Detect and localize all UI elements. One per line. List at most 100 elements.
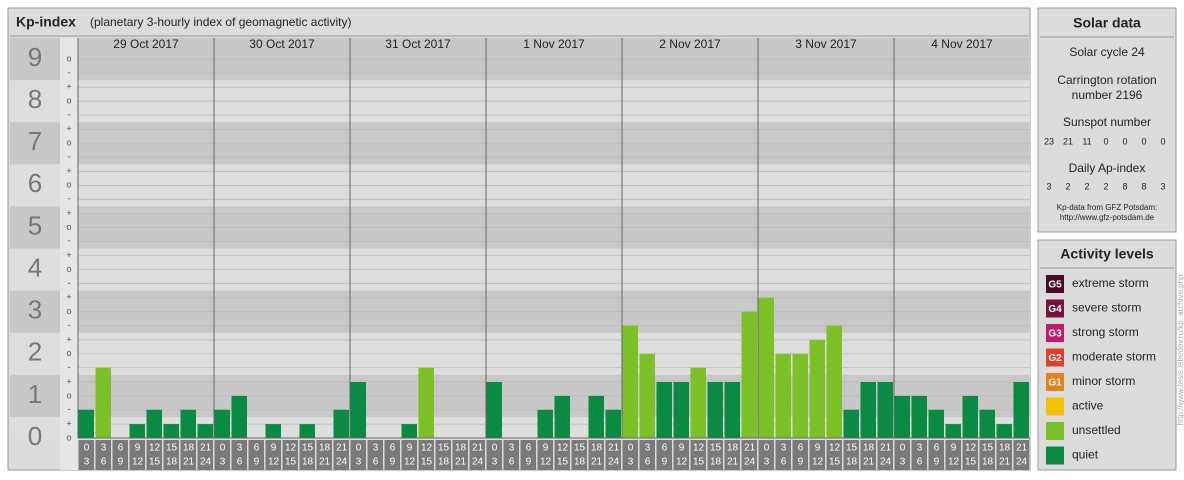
bar: [180, 409, 196, 438]
minor-tick-label: o: [66, 180, 71, 190]
hour-end: 15: [693, 457, 705, 468]
hour-box: [384, 440, 400, 470]
hour-box: [945, 440, 961, 470]
level-swatch: [1046, 324, 1064, 342]
hour-end: 6: [237, 457, 243, 468]
hour-start: 9: [407, 443, 413, 454]
hour-box: [877, 440, 893, 470]
hour-end: 15: [829, 457, 841, 468]
hour-box: [639, 440, 655, 470]
hour-end: 12: [404, 457, 416, 468]
bar: [129, 424, 145, 438]
bar: [214, 409, 230, 438]
level-code: G2: [1048, 353, 1062, 364]
bar: [877, 382, 893, 438]
minor-tick-label: o: [66, 53, 71, 63]
bar: [690, 367, 706, 438]
sunspot-value: 11: [1082, 136, 1091, 146]
minor-tick-label: -: [68, 362, 71, 372]
hour-start: 12: [829, 443, 841, 454]
sunspot-value: 0: [1160, 136, 1165, 146]
hour-end: 9: [934, 457, 940, 468]
solar-panel: [1037, 7, 1177, 233]
hour-start: 15: [302, 443, 314, 454]
hour-box: [826, 440, 842, 470]
hour-end: 6: [645, 457, 651, 468]
hour-start: 12: [693, 443, 705, 454]
minor-tick-label: +: [66, 376, 71, 386]
hour-end: 3: [84, 457, 90, 468]
minor-tick-label: o: [66, 306, 71, 316]
hour-end: 9: [662, 457, 668, 468]
label-band: [10, 38, 60, 81]
hour-end: 12: [676, 457, 688, 468]
hour-end: 21: [727, 457, 739, 468]
level-code: G5: [1048, 280, 1062, 291]
hour-end: 15: [557, 457, 569, 468]
hour-start: 18: [727, 443, 739, 454]
y-tick-label: 7: [28, 126, 42, 156]
hour-end: 18: [302, 457, 314, 468]
hour-end: 9: [254, 457, 260, 468]
hour-box: [95, 440, 111, 470]
bar: [860, 382, 876, 438]
hour-end: 21: [455, 457, 467, 468]
bar: [78, 409, 94, 438]
bar: [911, 395, 927, 438]
label-band: [10, 374, 60, 417]
minor-tick-label: o: [66, 222, 71, 232]
bar: [724, 382, 740, 438]
label-band: [10, 332, 60, 375]
level-swatch: [1046, 446, 1064, 465]
hour-end: 6: [373, 457, 379, 468]
hour-end: 24: [472, 457, 484, 468]
day-label: 1 Nov 2017: [523, 37, 585, 51]
hour-box: [146, 440, 162, 470]
hour-box: [622, 440, 638, 470]
bar: [843, 409, 859, 438]
minor-tick-label: o: [66, 264, 71, 274]
bar: [792, 353, 808, 438]
hour-start: 3: [645, 443, 651, 454]
hour-end: 12: [812, 457, 824, 468]
hour-end: 3: [220, 457, 226, 468]
hour-start: 3: [237, 443, 243, 454]
hour-box: [605, 440, 621, 470]
hour-box: [350, 440, 366, 470]
label-band: [10, 248, 60, 291]
hour-start: 6: [390, 443, 396, 454]
hour-start: 3: [101, 443, 107, 454]
hour-box: [656, 440, 672, 470]
hour-box: [503, 440, 519, 470]
hour-end: 12: [268, 457, 280, 468]
sunspot-value: 23: [1044, 136, 1054, 146]
label-band: [10, 206, 60, 249]
hour-end: 18: [574, 457, 586, 468]
hour-box: [435, 440, 451, 470]
level-name: minor storm: [1072, 374, 1135, 388]
hour-start: 6: [662, 443, 668, 454]
bar: [979, 409, 995, 438]
level-swatch: [1046, 422, 1064, 440]
hour-box: [979, 440, 995, 470]
hour-end: 9: [390, 457, 396, 468]
hour-end: 3: [764, 457, 770, 468]
level-name: active: [1072, 399, 1104, 413]
hour-start: 18: [863, 443, 875, 454]
ap-value: 8: [1141, 181, 1146, 191]
hour-start: 6: [526, 443, 532, 454]
hour-start: 0: [900, 443, 906, 454]
hour-end: 18: [710, 457, 722, 468]
bar: [350, 382, 366, 438]
hour-start: 3: [917, 443, 923, 454]
hour-start: 9: [951, 443, 957, 454]
y-tick-label: 9: [28, 42, 42, 72]
minor-tick-label: o: [66, 138, 71, 148]
source: http://www.gfz-potsdam.de: [1060, 213, 1155, 222]
hour-start: 9: [815, 443, 821, 454]
hour-end: 18: [166, 457, 178, 468]
hour-box: [758, 440, 774, 470]
level-name: severe storm: [1072, 301, 1141, 315]
hour-box: [537, 440, 553, 470]
